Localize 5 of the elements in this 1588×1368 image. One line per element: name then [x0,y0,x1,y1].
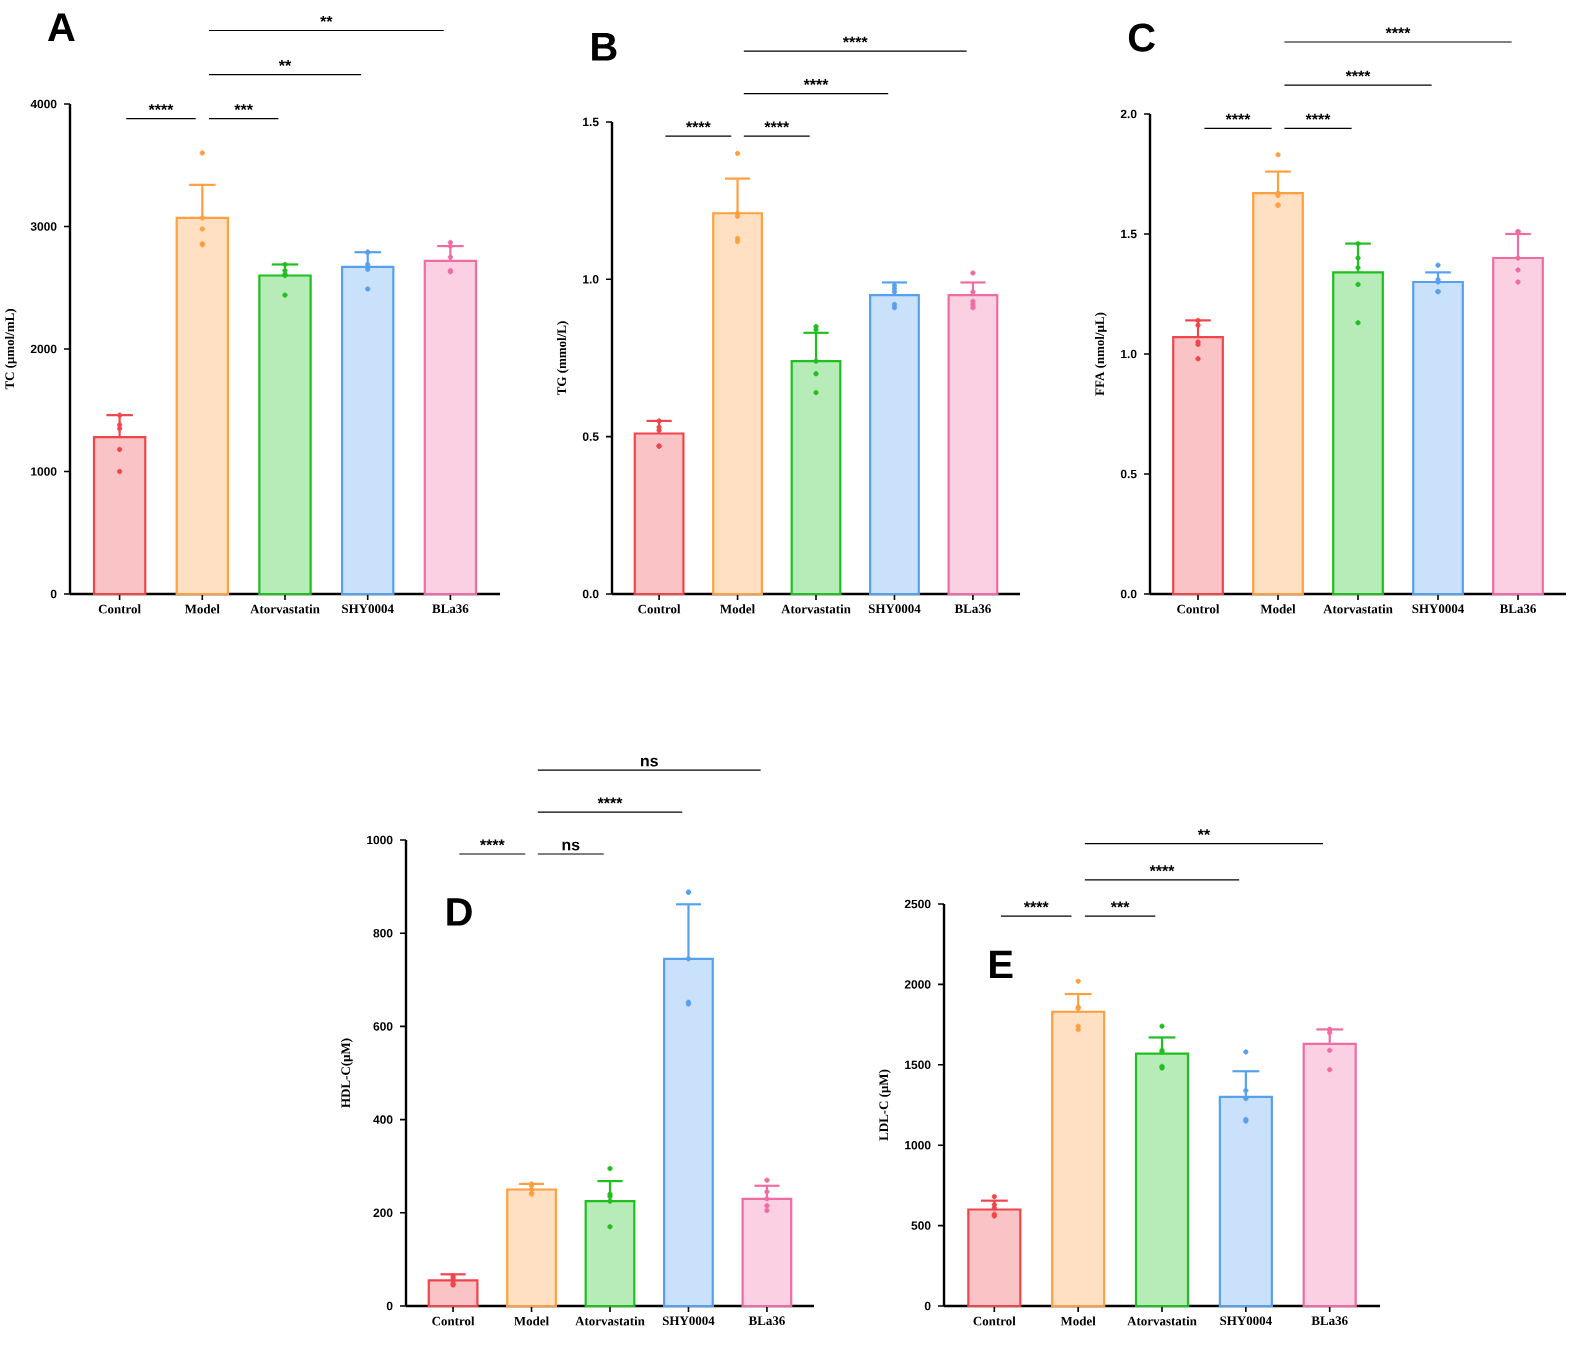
chart-title: C [1128,23,1155,52]
text: E [990,950,1013,979]
chart-title: B [592,33,617,61]
chart-title: A [48,13,75,41]
text: D [447,898,472,926]
